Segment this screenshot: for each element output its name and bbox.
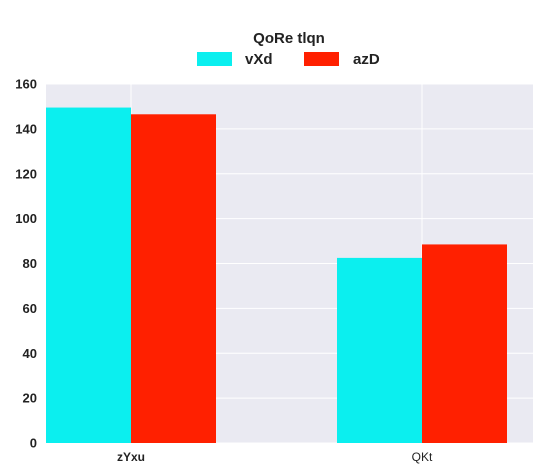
y-tick-label: 140 <box>15 121 37 136</box>
legend: QoRe tlqn vXd azD <box>197 30 380 68</box>
x-tick-label: QKt <box>412 450 433 464</box>
y-tick-label: 120 <box>15 166 37 181</box>
y-tick-label: 0 <box>30 436 37 451</box>
bar-azD-QKt <box>422 244 507 443</box>
bar-vXd-zYxu <box>46 107 131 443</box>
y-tick-label: 80 <box>23 256 37 271</box>
legend-swatch-vXd <box>197 52 232 66</box>
x-tick-label: zYxu <box>117 450 145 464</box>
y-axis: 0 20 40 60 80 100 120 140 160 <box>15 77 37 451</box>
legend-title: QoRe tlqn <box>253 30 325 47</box>
legend-swatch-azD <box>304 52 339 66</box>
x-axis: zYxu QKt <box>117 450 433 464</box>
y-tick-label: 100 <box>15 211 37 226</box>
y-tick-label: 20 <box>23 391 37 406</box>
legend-label-azD: azD <box>353 51 380 68</box>
bar-vXd-QKt <box>337 257 422 443</box>
y-tick-label: 160 <box>15 77 37 92</box>
legend-label-vXd: vXd <box>245 51 273 68</box>
y-tick-label: 40 <box>23 346 37 361</box>
bars <box>46 107 507 444</box>
y-tick-label: 60 <box>23 301 37 316</box>
bar-azD-zYxu <box>131 114 216 444</box>
